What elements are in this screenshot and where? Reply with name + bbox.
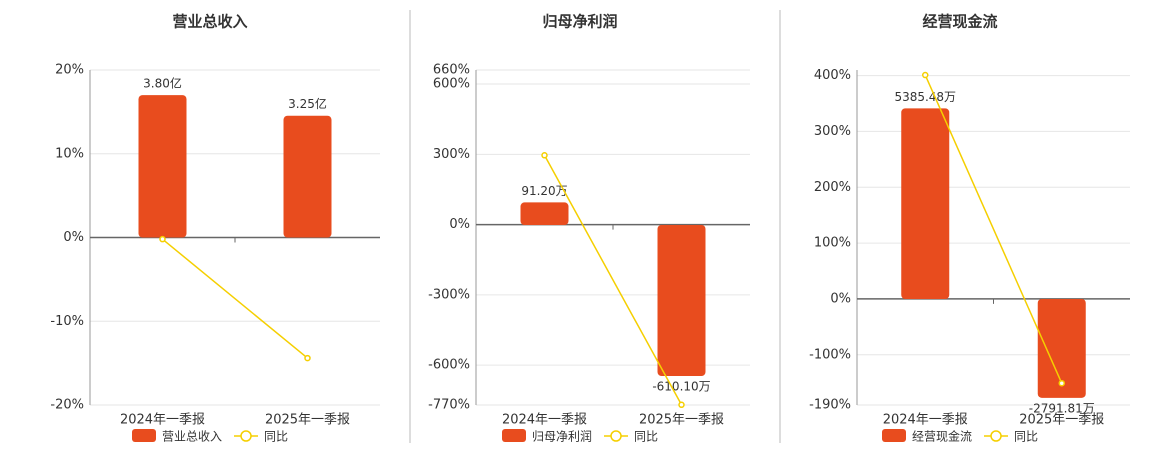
legend-label: 经营现金流: [912, 429, 972, 444]
y-tick-label: 300%: [814, 124, 851, 139]
legend-swatch: [882, 429, 906, 442]
y-tick-label: 0%: [830, 291, 851, 306]
line: [924, 74, 1063, 384]
chart-title: 营业总收入: [172, 13, 247, 31]
legend-label: 同比: [634, 430, 658, 444]
x-tick-label: 2024年一季报: [120, 413, 205, 428]
legend-swatch: [132, 429, 156, 442]
x-tick-label: 2025年一季报: [1019, 413, 1104, 428]
y-tick-label: -600%: [428, 358, 470, 373]
legend-label: 营业总收入: [162, 430, 222, 444]
line-point: [159, 235, 166, 243]
bar: [520, 202, 569, 225]
bar: [657, 224, 706, 377]
chart-title: 经营现金流: [922, 13, 997, 31]
y-tick-label: -190%: [809, 398, 851, 413]
line-point: [922, 71, 929, 79]
y-tick-label: -770%: [428, 398, 470, 413]
y-tick-label: 10%: [55, 146, 84, 161]
y-tick-label: 100%: [814, 236, 851, 251]
line-point: [678, 401, 685, 409]
legend-label: 同比: [264, 430, 288, 444]
value-label: -610.10万: [652, 380, 710, 394]
y-tick-label: 600%: [433, 77, 470, 92]
value-label: 91.20万: [521, 184, 567, 198]
legend-swatch: [240, 430, 252, 442]
y-tick-label: -10%: [50, 314, 84, 329]
bar: [1037, 299, 1086, 398]
bar: [283, 115, 332, 238]
x-tick-label: 2024年一季报: [883, 413, 968, 428]
legend-swatch: [502, 429, 526, 442]
legend-swatch: [990, 430, 1002, 442]
bar: [138, 95, 187, 238]
y-tick-label: -100%: [809, 347, 851, 362]
value-label: 3.80亿: [143, 76, 182, 91]
y-tick-label: 200%: [814, 180, 851, 195]
x-tick-label: 2024年一季报: [502, 413, 587, 428]
value-label: 3.25亿: [288, 96, 327, 111]
y-tick-label: -20%: [50, 398, 84, 413]
y-tick-label: 400%: [814, 68, 851, 83]
legend-swatch: [610, 430, 622, 442]
line-point: [1058, 379, 1065, 387]
y-tick-label: -300%: [428, 287, 470, 302]
value-label: -2791.81万: [1029, 401, 1095, 415]
line-point: [304, 354, 311, 362]
x-tick-label: 2025年一季报: [639, 413, 724, 428]
line-point: [541, 152, 548, 159]
y-tick-label: 660%: [433, 63, 470, 78]
value-label: 5385.48万: [894, 90, 956, 104]
legend-label: 归母净利润: [532, 430, 592, 444]
x-tick-label: 2025年一季报: [265, 413, 350, 428]
y-tick-label: 0%: [63, 230, 84, 245]
chart-title: 归母净利润: [542, 13, 617, 31]
line: [162, 238, 308, 359]
bar: [901, 108, 950, 300]
y-tick-label: 300%: [433, 147, 470, 162]
y-tick-label: 0%: [449, 217, 470, 232]
legend-label: 同比: [1014, 430, 1038, 444]
line: [543, 154, 683, 406]
y-tick-label: 20%: [55, 63, 84, 78]
